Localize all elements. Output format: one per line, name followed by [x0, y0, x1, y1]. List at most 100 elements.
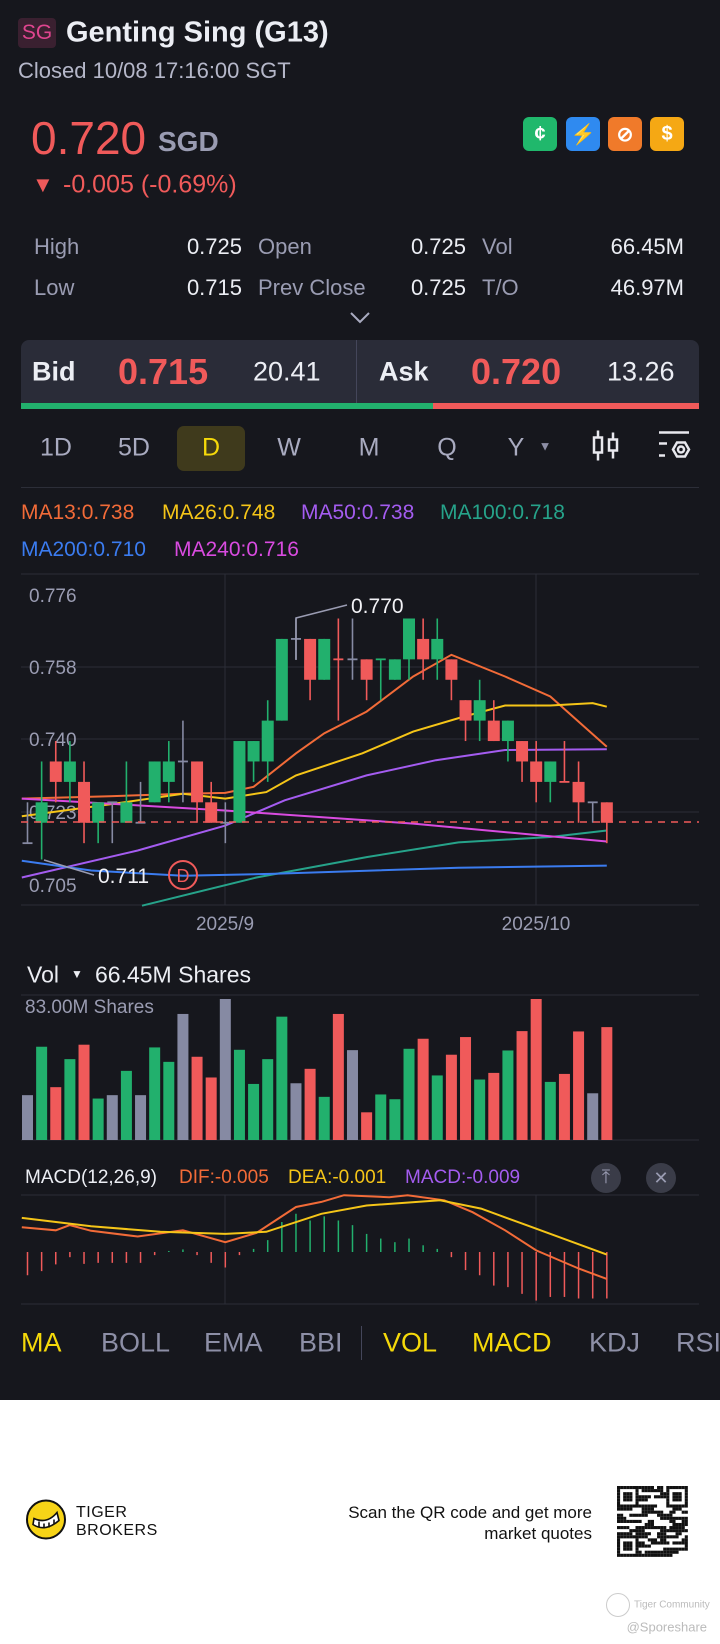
stat-value-low: 0.715 — [186, 275, 242, 300]
candle-body — [417, 638, 430, 660]
candle-body — [191, 761, 204, 803]
lightning-1-icon[interactable]: ⚡ — [566, 117, 600, 151]
chart-settings-icon[interactable] — [657, 429, 693, 468]
dividend-marker-label[interactable]: D — [177, 866, 190, 886]
volume-bar — [346, 1050, 358, 1140]
tab-1d[interactable]: 1D — [40, 433, 72, 462]
tab-w[interactable]: W — [277, 433, 301, 462]
candle-body — [360, 659, 373, 680]
volume-bar — [276, 1016, 288, 1140]
volume-bar — [22, 1095, 33, 1140]
tab-5d[interactable]: 5D — [118, 433, 150, 462]
ma50-legend: MA50:0.738 — [301, 501, 415, 524]
stat-label-high: High — [34, 234, 80, 259]
volume-bar — [375, 1094, 387, 1140]
candle-body — [388, 659, 401, 680]
indicator-tab-rsi[interactable]: RSI — [676, 1327, 720, 1358]
macd-dif-line — [21, 1194, 608, 1280]
volume-bar — [290, 1083, 302, 1140]
volume-bar — [318, 1096, 330, 1140]
tab-q[interactable]: Q — [437, 433, 457, 462]
year-dropdown-caret-icon[interactable]: ▼ — [538, 438, 552, 454]
close-indicator-icon[interactable]: ✕ — [646, 1163, 676, 1193]
indicator-tab-bbi[interactable]: BBI — [299, 1327, 343, 1358]
watermark-user: @Sporeshare — [626, 1619, 707, 1635]
ask-ratio-bar — [432, 403, 699, 409]
candle-body — [35, 802, 48, 823]
candle-body — [572, 781, 585, 803]
tab-d[interactable]: D — [201, 433, 221, 462]
indicator-tab-kdj[interactable]: KDJ — [589, 1327, 641, 1358]
chart-type-candle-icon[interactable] — [591, 429, 621, 468]
bid-ask-divider — [356, 340, 357, 403]
price-chart[interactable]: 0.776 0.758 0.740 0.723 0.705 0.770 0.71… — [0, 0, 720, 1400]
y-tick-label: 0.776 — [29, 586, 77, 607]
volume-bar — [516, 1031, 528, 1140]
candle-body — [501, 720, 514, 742]
indicator-tab-boll[interactable]: BOLL — [101, 1327, 171, 1358]
ma26-legend: MA26:0.748 — [162, 501, 276, 524]
watermark-text: Tiger Community — [634, 1599, 710, 1611]
expand-chevron-icon[interactable] — [349, 311, 371, 333]
volume-bar — [233, 1049, 245, 1140]
qr-code[interactable] — [617, 1486, 688, 1557]
vol-dropdown-caret-icon[interactable]: ▼ — [71, 967, 83, 981]
stat-label-low: Low — [34, 275, 75, 300]
dollar-icon[interactable]: $ — [650, 117, 684, 151]
dividend-marker-icon[interactable] — [168, 860, 198, 890]
candle-body — [261, 720, 274, 762]
candle-body — [63, 761, 76, 782]
volume-bar — [488, 1072, 500, 1140]
tab-y[interactable]: Y — [507, 433, 525, 462]
market-badge: SG — [18, 18, 56, 48]
macd-value-label: MACD:-0.009 — [405, 1167, 521, 1188]
cash-hand-icon[interactable]: ¢ — [523, 117, 557, 151]
volume-bar — [248, 1083, 260, 1140]
change-down-icon: ▼ — [32, 172, 54, 197]
brand-name-line1: TIGER — [76, 1504, 128, 1521]
x-tick-label: 2025/9 — [196, 914, 254, 935]
volume-bar — [36, 1046, 48, 1140]
candle-body — [318, 638, 331, 680]
indicator-tab-vol[interactable]: VOL — [383, 1327, 438, 1358]
ma200-legend: MA200:0.710 — [21, 538, 146, 561]
stat-value-turnover: 46.97M — [610, 275, 684, 300]
volume-bar — [417, 1038, 429, 1140]
no-short-icon[interactable]: ⊘ — [608, 117, 642, 151]
ma100-legend: MA100:0.718 — [440, 501, 565, 524]
bid-price: 0.715 — [118, 351, 209, 392]
candle-body — [162, 761, 175, 782]
indicator-tab-ma[interactable]: MA — [21, 1327, 62, 1358]
volume-bar — [205, 1077, 217, 1140]
pin-top-icon[interactable]: ⤒ — [591, 1163, 621, 1193]
indicator-tab-ema[interactable]: EMA — [204, 1327, 263, 1358]
indicator-tab-separator — [361, 1326, 362, 1360]
stat-label-vol: Vol — [482, 234, 513, 259]
volume-bar — [403, 1048, 415, 1140]
x-tick-label: 2025/10 — [502, 914, 571, 935]
volume-bar — [120, 1070, 132, 1140]
y-tick-label: 0.705 — [29, 876, 77, 897]
volume-bar — [219, 999, 231, 1140]
volume-bar — [149, 1047, 161, 1140]
tiger-community-watermark-icon — [606, 1593, 630, 1617]
candle-body — [403, 618, 416, 660]
market-status: Closed 10/08 17:16:00 SGT — [18, 58, 291, 83]
vol-indicator-label[interactable]: Vol — [27, 961, 59, 988]
bid-ask-panel — [21, 340, 699, 403]
volume-bar — [304, 1068, 316, 1140]
vol-max-label: 83.00M Shares — [25, 997, 154, 1018]
tab-m[interactable]: M — [358, 433, 380, 462]
candle-body — [431, 638, 444, 660]
stat-value-high: 0.725 — [186, 234, 242, 259]
stat-label-turnover: T/O — [482, 275, 519, 300]
volume-bar — [431, 1075, 443, 1140]
candle-body — [247, 741, 260, 762]
candle-body — [49, 761, 62, 782]
indicator-tab-macd[interactable]: MACD — [472, 1327, 552, 1358]
volume-bar — [474, 1079, 486, 1140]
volume-bar — [460, 1037, 472, 1140]
volume-bar — [601, 1027, 613, 1140]
ma200-line — [21, 859, 607, 877]
ma240-legend: MA240:0.716 — [174, 538, 299, 561]
